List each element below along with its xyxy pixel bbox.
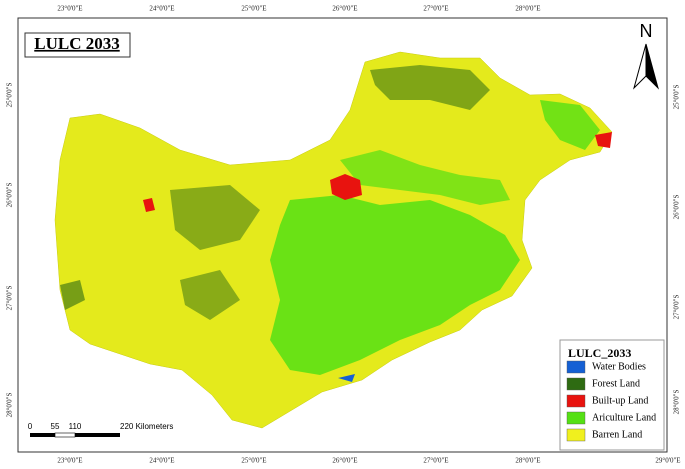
agriculture-land bbox=[540, 100, 600, 150]
scale-label: 55 bbox=[51, 422, 60, 431]
longitude-label: 23°0'0"E bbox=[57, 457, 82, 465]
scale-label: 0 bbox=[28, 422, 33, 431]
forest-land bbox=[370, 65, 490, 110]
legend-label: Water Bodies bbox=[592, 361, 646, 372]
legend-swatch bbox=[566, 394, 586, 408]
longitude-label: 26°0'0"E bbox=[332, 5, 357, 13]
legend-swatch bbox=[566, 411, 586, 425]
latitude-label: 28°0'0"S bbox=[6, 392, 14, 417]
scale-segment bbox=[75, 433, 120, 437]
agriculture-land bbox=[340, 150, 510, 205]
longitude-label: 26°0'0"E bbox=[332, 457, 357, 465]
latitude-label: 26°0'0"S bbox=[6, 182, 14, 207]
scale-label: 220 Kilometers bbox=[120, 422, 173, 431]
latitude-label: 27°0'0"S bbox=[6, 285, 14, 310]
scale-segment bbox=[30, 433, 55, 437]
legend-title: LULC_2033 bbox=[568, 346, 631, 360]
water-bodies bbox=[338, 374, 355, 382]
latitude-label: 28°0'0"S bbox=[673, 389, 681, 414]
legend-swatch bbox=[566, 360, 586, 374]
latitude-label: 25°0'0"S bbox=[6, 82, 14, 107]
legend-label: Ariculture Land bbox=[592, 412, 656, 423]
legend-swatch bbox=[566, 428, 586, 442]
longitude-label: 28°0'0"E bbox=[515, 457, 540, 465]
forest-land bbox=[180, 270, 240, 320]
latitude-label: 27°0'0"S bbox=[673, 294, 681, 319]
scale-bar bbox=[30, 432, 120, 438]
scale-label: 110 bbox=[69, 422, 82, 431]
title-box bbox=[24, 32, 131, 58]
built-up-land bbox=[330, 174, 362, 200]
built-up-land bbox=[143, 198, 155, 212]
legend-label: Built-up Land bbox=[592, 395, 648, 406]
longitude-label: 25°0'0"E bbox=[241, 457, 266, 465]
longitude-label: 28°0'0"E bbox=[515, 5, 540, 13]
legend-label: Barren Land bbox=[592, 429, 642, 440]
longitude-label: 25°0'0"E bbox=[241, 5, 266, 13]
longitude-label: 24°0'0"E bbox=[149, 457, 174, 465]
north-label: N bbox=[640, 21, 653, 41]
forest-land bbox=[170, 185, 260, 250]
longitude-label: 24°0'0"E bbox=[149, 5, 174, 13]
map-title: LULC 2033 bbox=[34, 34, 119, 53]
latitude-label: 25°0'0"S bbox=[673, 84, 681, 109]
longitude-label: 23°0'0"E bbox=[57, 5, 82, 13]
longitude-label: 29°0'0"E bbox=[655, 457, 680, 465]
latitude-label: 26°0'0"S bbox=[673, 194, 681, 219]
scale-segment bbox=[54, 432, 76, 438]
forest-land bbox=[60, 280, 85, 310]
legend-swatch bbox=[566, 377, 586, 391]
longitude-label: 27°0'0"E bbox=[423, 457, 448, 465]
longitude-label: 27°0'0"E bbox=[423, 5, 448, 13]
agriculture-land bbox=[270, 195, 520, 375]
built-up-land bbox=[595, 132, 612, 148]
land-cover bbox=[54, 51, 613, 429]
legend-label: Forest Land bbox=[592, 378, 640, 389]
north-arrow bbox=[645, 43, 659, 90]
